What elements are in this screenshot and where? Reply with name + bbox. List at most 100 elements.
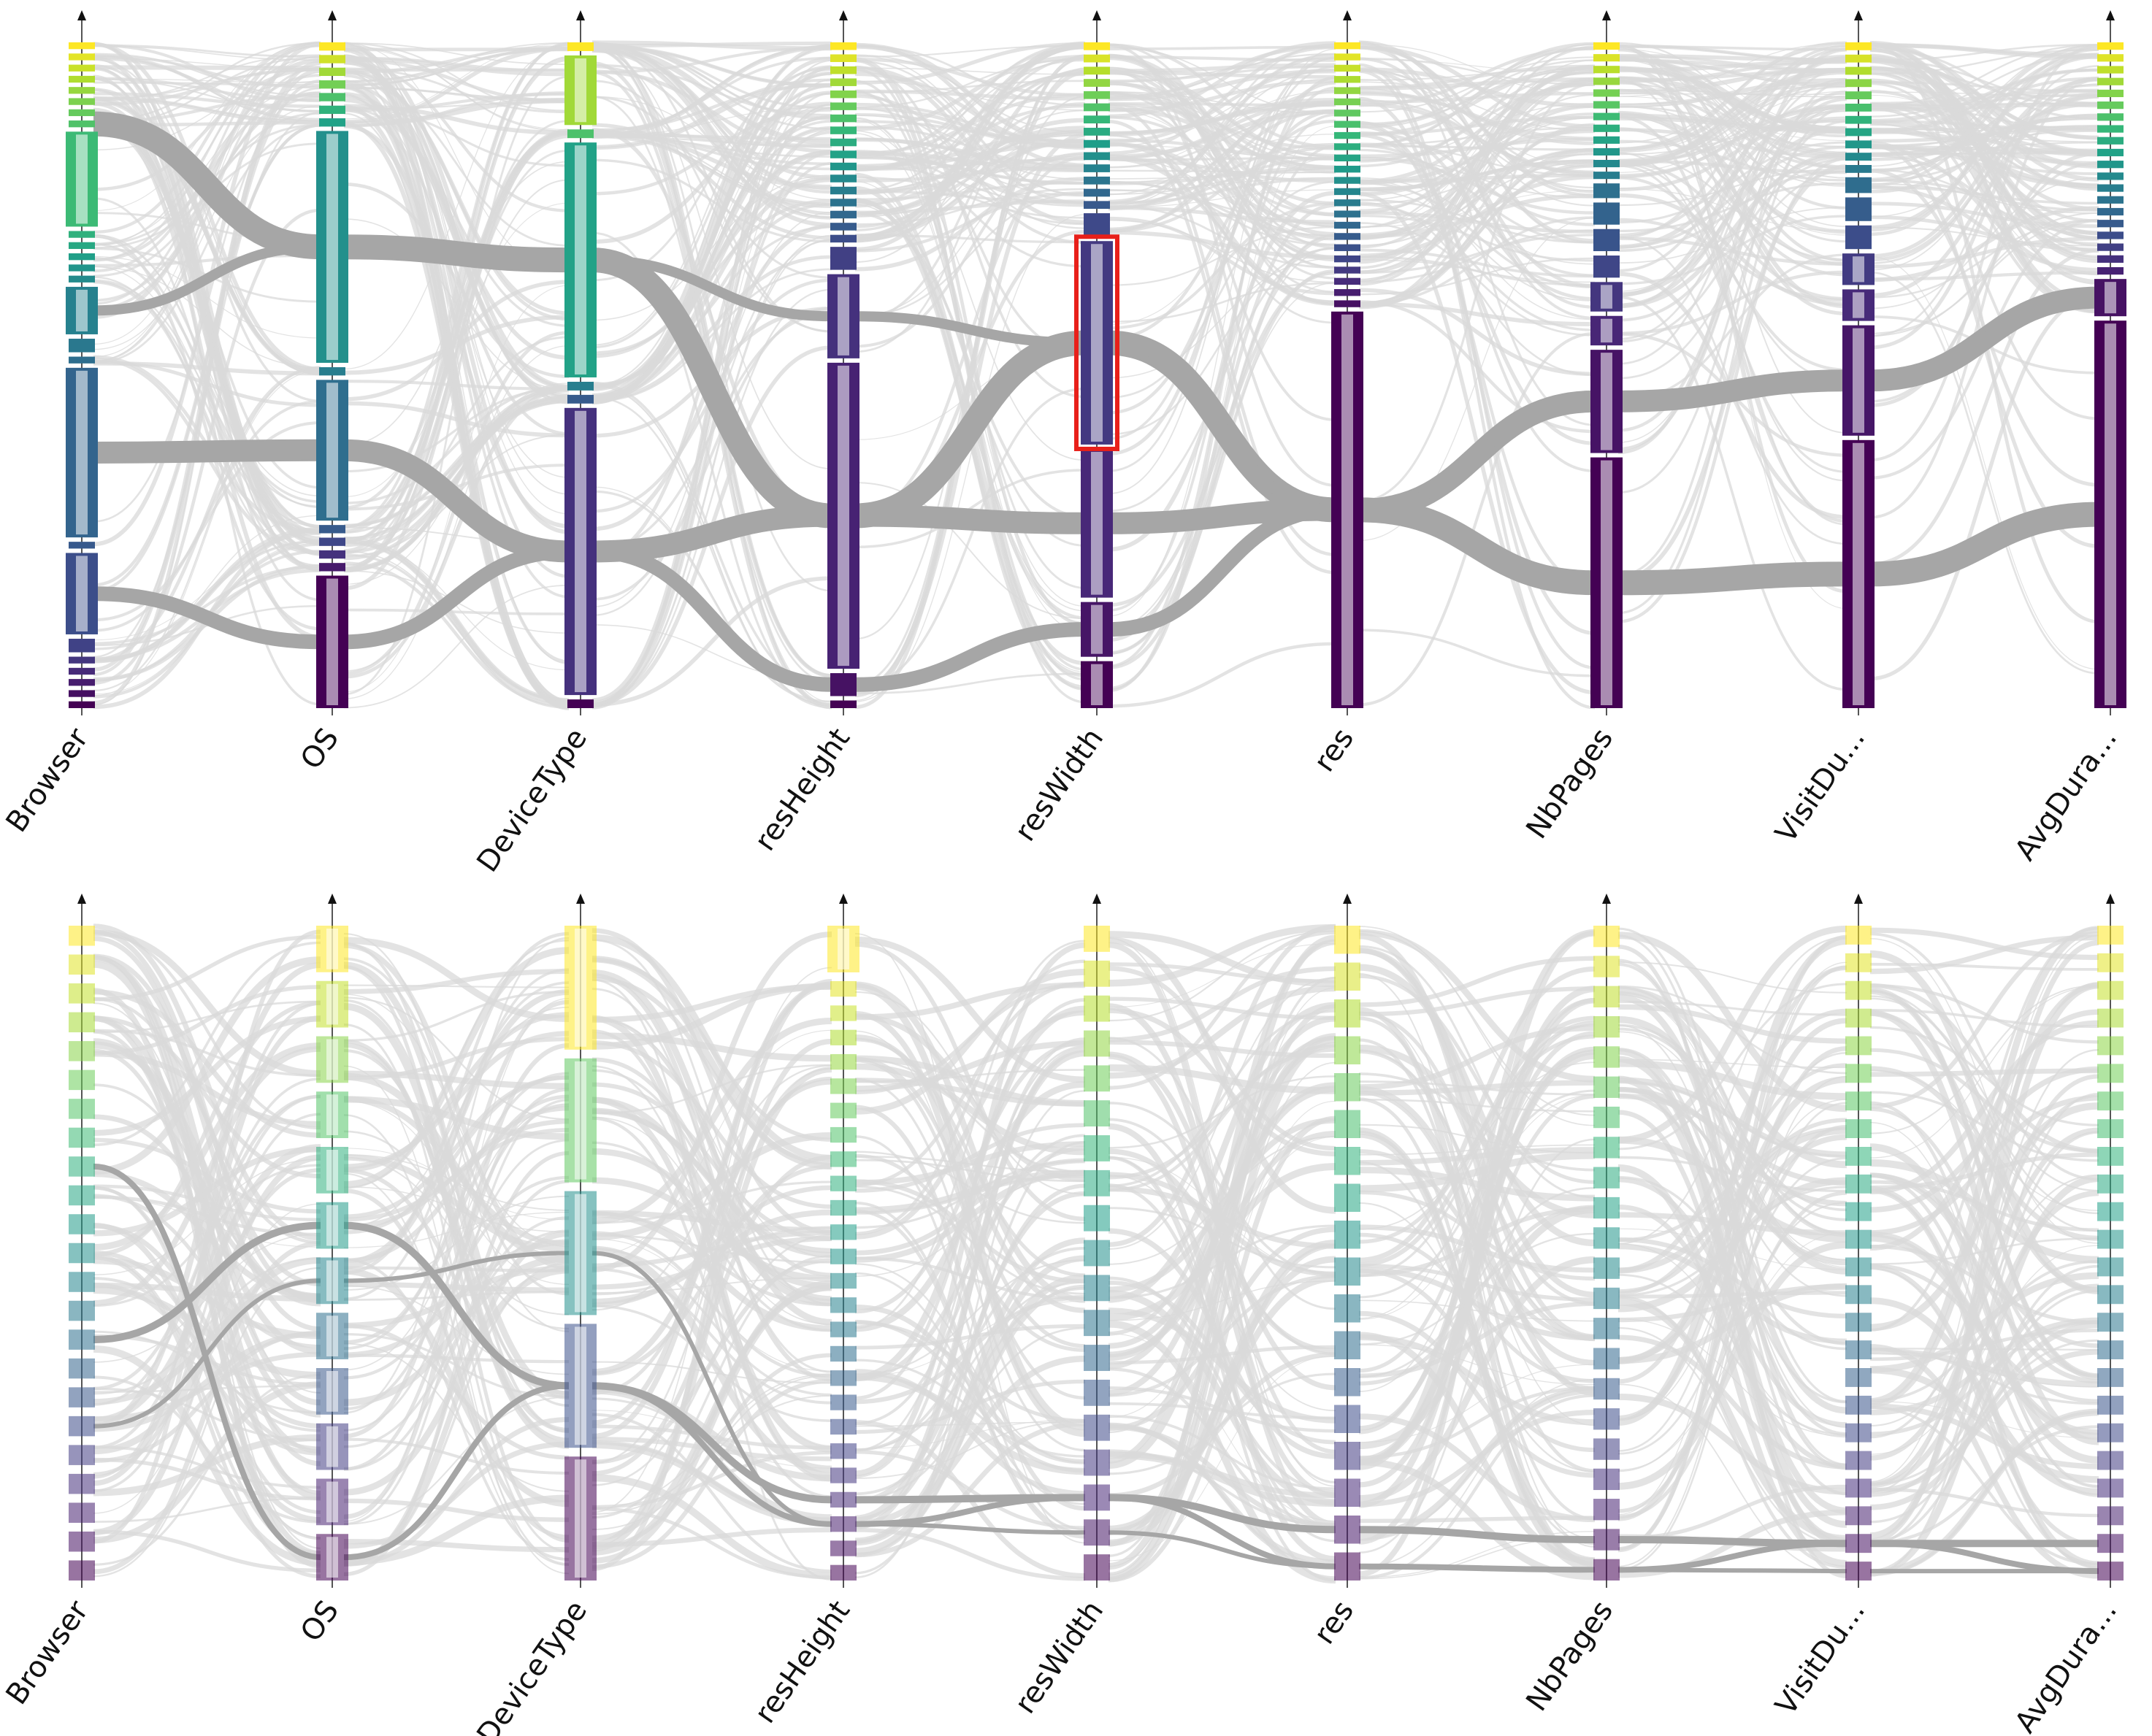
category-bar[interactable] — [69, 1185, 95, 1206]
category-bar[interactable] — [2097, 172, 2124, 180]
category-bar[interactable] — [830, 1297, 857, 1313]
category-bar[interactable] — [69, 1329, 95, 1350]
category-bar[interactable] — [1334, 199, 1360, 207]
category-bar[interactable] — [1845, 91, 1872, 99]
category-bar[interactable] — [1845, 140, 1872, 149]
category-bar[interactable] — [1084, 115, 1110, 124]
category-bar[interactable] — [1845, 953, 1872, 972]
category-bar[interactable] — [1334, 120, 1360, 128]
category-bar[interactable] — [2097, 42, 2124, 50]
category-bar[interactable] — [830, 199, 857, 207]
category-bar[interactable] — [1845, 1229, 1872, 1249]
category-bar[interactable] — [830, 1443, 857, 1459]
category-bar[interactable] — [1334, 266, 1360, 274]
category-bar[interactable] — [830, 54, 857, 62]
category-bar[interactable] — [1593, 160, 1620, 168]
category-bar[interactable] — [830, 234, 857, 243]
category-bar[interactable] — [1334, 300, 1360, 307]
category-bar[interactable] — [2097, 1562, 2124, 1581]
category-bar[interactable] — [1845, 104, 1872, 112]
category-bar[interactable] — [69, 1531, 95, 1552]
category-bar[interactable] — [2097, 1147, 2124, 1166]
category-bar[interactable] — [1334, 1405, 1360, 1434]
category-bar[interactable] — [1084, 152, 1110, 161]
category-bar[interactable] — [1593, 202, 1620, 225]
category-bar[interactable] — [1084, 1065, 1110, 1092]
category-bar[interactable] — [830, 1029, 857, 1045]
category-bar[interactable] — [69, 1127, 95, 1148]
category-bar[interactable] — [1593, 228, 1620, 252]
category-bar[interactable] — [1084, 139, 1110, 148]
category-bar[interactable] — [319, 42, 345, 51]
category-bar[interactable] — [830, 138, 857, 147]
category-bar[interactable] — [69, 1300, 95, 1321]
category-bar[interactable] — [1084, 1414, 1110, 1441]
category-bar[interactable] — [1334, 289, 1360, 296]
category-bar[interactable] — [1845, 153, 1872, 161]
category-bar[interactable] — [1084, 54, 1110, 63]
category-bar[interactable] — [1084, 1345, 1110, 1371]
category-bar[interactable] — [2097, 1091, 2124, 1111]
category-bar[interactable] — [830, 162, 857, 171]
category-bar[interactable] — [830, 114, 857, 123]
category-bar[interactable] — [2097, 243, 2124, 251]
category-bar[interactable] — [1334, 255, 1360, 263]
category-bar[interactable] — [2097, 1395, 2124, 1415]
category-bar[interactable] — [1845, 165, 1872, 173]
category-bar[interactable] — [1593, 1529, 1620, 1551]
axis-res[interactable]: res — [1308, 894, 1361, 1651]
category-bar[interactable] — [1593, 1106, 1620, 1129]
category-bar[interactable] — [1334, 210, 1360, 218]
category-bar[interactable] — [1334, 277, 1360, 285]
category-bar[interactable] — [1334, 1552, 1360, 1581]
category-bar[interactable] — [1084, 91, 1110, 99]
category-bar[interactable] — [1845, 1147, 1872, 1166]
category-bar[interactable] — [1334, 1221, 1360, 1249]
category-bar[interactable] — [1334, 98, 1360, 106]
category-bar[interactable] — [69, 667, 95, 675]
category-bar[interactable] — [830, 1516, 857, 1532]
category-bar[interactable] — [1845, 1285, 1872, 1305]
category-bar[interactable] — [2097, 1174, 2124, 1194]
category-bar[interactable] — [1084, 1100, 1110, 1127]
category-bar[interactable] — [69, 1012, 95, 1033]
category-bar[interactable] — [319, 93, 345, 101]
category-bar[interactable] — [2097, 137, 2124, 145]
category-bar[interactable] — [1334, 1331, 1360, 1360]
category-bar[interactable] — [1334, 131, 1360, 139]
category-bar[interactable] — [69, 1502, 95, 1523]
category-bar[interactable] — [1845, 1257, 1872, 1277]
category-bar[interactable] — [1334, 999, 1360, 1028]
category-bar[interactable] — [69, 679, 95, 686]
category-bar[interactable] — [1845, 128, 1872, 137]
category-bar[interactable] — [830, 102, 857, 110]
category-bar[interactable] — [319, 105, 345, 115]
category-bar[interactable] — [319, 118, 345, 127]
category-bar[interactable] — [69, 1243, 95, 1264]
category-bar[interactable] — [1084, 66, 1110, 75]
category-bar[interactable] — [2097, 207, 2124, 216]
category-bar[interactable] — [1084, 926, 1110, 952]
category-bar[interactable] — [1845, 1451, 1872, 1470]
category-bar[interactable] — [830, 1540, 857, 1556]
axis-browser[interactable]: Browser — [0, 894, 96, 1711]
category-bar[interactable] — [830, 1102, 857, 1118]
category-bar[interactable] — [1334, 233, 1360, 240]
category-bar[interactable] — [1084, 960, 1110, 987]
category-bar[interactable] — [567, 394, 594, 404]
axis-res[interactable]: res — [1308, 10, 1363, 778]
category-bar[interactable] — [830, 980, 857, 997]
category-bar[interactable] — [1334, 143, 1360, 150]
category-bar[interactable] — [69, 253, 95, 261]
category-bar[interactable] — [830, 150, 857, 158]
category-bar[interactable] — [1334, 244, 1360, 251]
category-bar[interactable] — [69, 75, 95, 83]
category-bar[interactable] — [1334, 1147, 1360, 1175]
category-bar[interactable] — [1334, 1442, 1360, 1470]
category-bar[interactable] — [319, 525, 345, 534]
category-bar[interactable] — [1084, 1030, 1110, 1057]
category-bar[interactable] — [1845, 1174, 1872, 1194]
category-bar[interactable] — [1845, 79, 1872, 88]
category-bar[interactable] — [69, 242, 95, 250]
category-bar[interactable] — [69, 701, 95, 708]
